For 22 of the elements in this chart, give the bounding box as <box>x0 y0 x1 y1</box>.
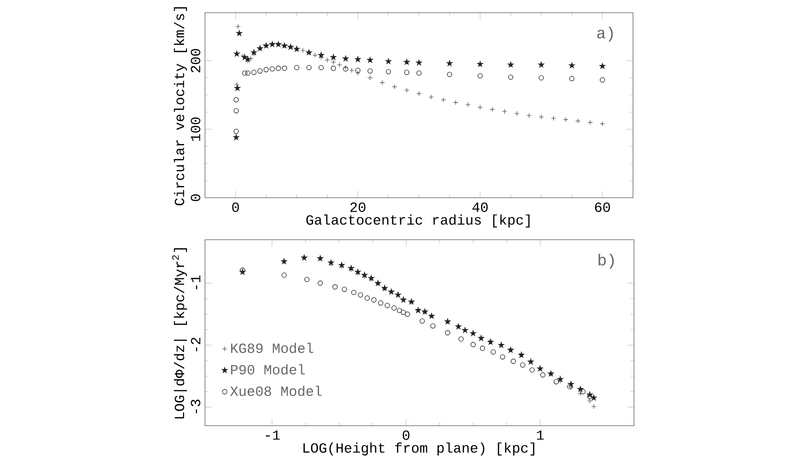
annotation: a) <box>597 26 613 42</box>
x-tick-label: 40 <box>472 202 488 212</box>
y-axis-title: Circular velocity [km/s] <box>174 7 187 206</box>
y-tick-label: -3 <box>190 400 200 414</box>
x-tick-label: 20 <box>350 202 366 212</box>
legend-label: Xue08 Model <box>230 386 322 396</box>
annotation: b) <box>598 254 614 269</box>
y-tick-label: 0 <box>190 194 200 202</box>
x-axis-title: LOG(Height from plane) [kpc] <box>303 442 534 456</box>
y-axis-title: LOG|dΦ/dz| [kpc/Myr$^{2}$] <box>172 248 187 419</box>
x-tick-label: -1 <box>266 430 280 440</box>
legend-label: P90 Model <box>231 364 305 375</box>
y-tick-label: -1 <box>191 276 200 290</box>
x-tick-label: 60 <box>595 202 610 212</box>
x-tick-label: 0 <box>402 430 410 440</box>
y-tick-label: 200 <box>190 49 200 72</box>
y-tick-label: 100 <box>190 118 200 141</box>
x-tick-label: 0 <box>232 202 239 212</box>
legend-label: KG89 Model <box>231 342 314 354</box>
x-tick-label: 1 <box>536 430 544 440</box>
x-axis-title: Galactocentric radius [kpc] <box>306 214 530 228</box>
y-tick-label: -2 <box>190 338 200 352</box>
